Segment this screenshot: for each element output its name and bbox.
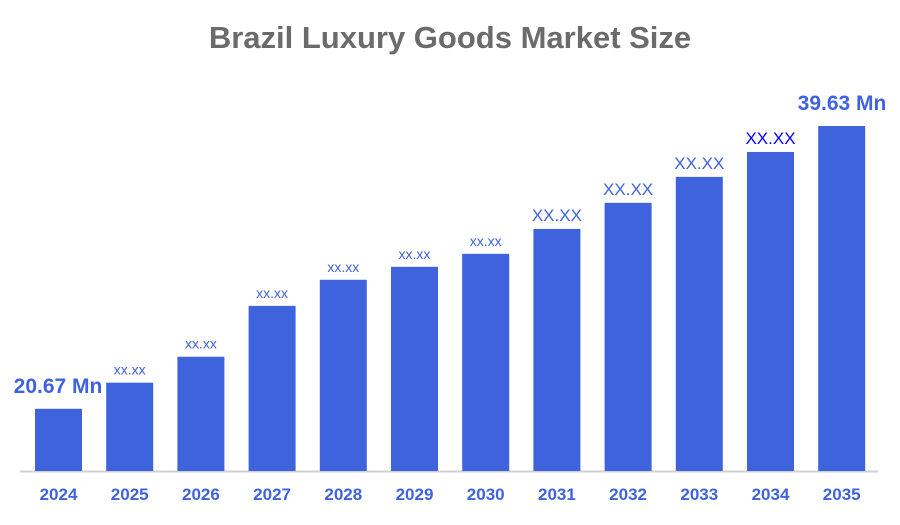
x-tick-label: 2032 xyxy=(609,485,647,504)
data-label: XX.XX xyxy=(532,206,582,225)
x-tick-label: 2033 xyxy=(680,485,718,504)
bar-2026 xyxy=(177,356,225,471)
data-label: xx.xx xyxy=(327,259,359,275)
x-tick-label: 2025 xyxy=(111,485,149,504)
x-tick-label: 2028 xyxy=(324,485,362,504)
data-label: xx.xx xyxy=(470,233,502,249)
bar-2034 xyxy=(747,151,794,471)
bar-2025 xyxy=(106,382,154,471)
x-tick-label: 2031 xyxy=(538,485,576,504)
bar-2031 xyxy=(533,228,581,471)
bar-2032 xyxy=(604,202,652,471)
bar-2028 xyxy=(319,279,367,471)
chart-title: Brazil Luxury Goods Market Size xyxy=(208,20,692,55)
bar-2033 xyxy=(675,176,723,471)
data-label: 39.63 Mn xyxy=(798,92,887,115)
data-label: xx.xx xyxy=(114,362,146,378)
x-tick-label: 2034 xyxy=(752,485,790,504)
data-label: XX.XX xyxy=(745,129,795,148)
x-tick-label: 2029 xyxy=(396,485,434,504)
x-tick-label: 2030 xyxy=(467,485,505,504)
data-label: XX.XX xyxy=(674,154,724,173)
x-tick-label: 2024 xyxy=(40,485,78,504)
x-tick-label: 2027 xyxy=(253,485,291,504)
data-label: 20.67 Mn xyxy=(14,375,103,398)
x-tick-label: 2035 xyxy=(823,485,861,504)
data-label: xx.xx xyxy=(256,285,288,301)
x-tick-label: 2026 xyxy=(182,485,220,504)
data-label: xx.xx xyxy=(185,336,217,352)
bar-2029 xyxy=(391,266,438,471)
bar-2027 xyxy=(248,305,296,471)
bar-2024 xyxy=(35,408,82,471)
data-label: xx.xx xyxy=(399,246,431,262)
bar-2035 xyxy=(818,126,866,471)
data-label: XX.XX xyxy=(603,180,653,199)
bar-2030 xyxy=(462,253,510,471)
